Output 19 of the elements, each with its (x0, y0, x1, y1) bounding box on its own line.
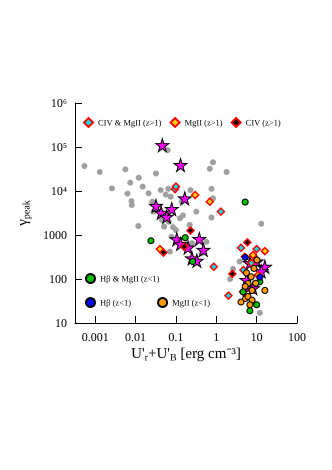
legend-label: MgII (z<1) (172, 298, 210, 308)
y-tick-label: 10⁵ (50, 140, 67, 154)
legend-label: MgII (z>1) (184, 118, 223, 128)
x-tick-label: 0.001 (82, 330, 109, 344)
y-tick-label: 10⁶ (50, 96, 67, 110)
legend-label: CIV & MgII (z>1) (98, 118, 162, 128)
y-tick-label: 10⁴ (50, 184, 67, 198)
x-tick-label: 0.1 (168, 330, 184, 344)
y-tick-label: 100 (49, 272, 67, 286)
legend-label: Hβ & MgII (z<1) (100, 274, 160, 284)
legend-label: CIV (z>1) (246, 118, 281, 128)
legend-label: Hβ (z<1) (100, 298, 132, 308)
x-tick-label: 1 (213, 330, 220, 344)
y-tick-label: 1000 (43, 228, 67, 242)
x-tick-label: 10 (250, 330, 263, 344)
x-tick-label: 0.01 (125, 330, 146, 344)
y-axis-title: γpeak (15, 200, 33, 227)
y-tick-label: 10 (55, 316, 67, 330)
x-tick-label: 100 (288, 330, 306, 344)
